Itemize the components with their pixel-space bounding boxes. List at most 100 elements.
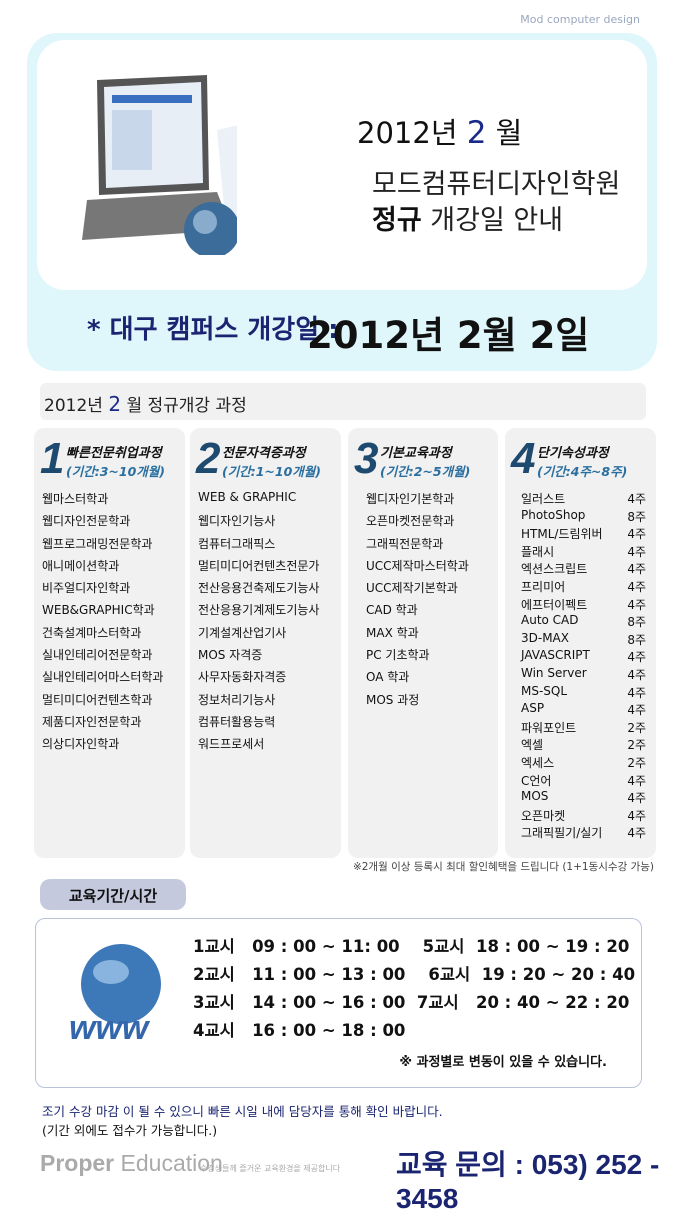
period-row: 3교시 14 : 00 ~ 16 : 00 7교시 20 : 40 ~ 22 :…: [193, 993, 630, 1012]
column-number: 1: [40, 434, 65, 483]
course-item: 비주얼디자인학과: [42, 581, 131, 596]
schedule-label: 교육기간/시간: [40, 879, 186, 910]
course-duration: 4주: [627, 808, 646, 823]
course-item: 엑션스크립트 4주: [521, 560, 646, 578]
column-period: (기간:2~5개월): [380, 464, 471, 479]
course-name: C언어: [521, 773, 552, 788]
column-number: 2: [196, 434, 221, 483]
hero-title: 정규 개강일 안내: [372, 205, 564, 236]
brand-tagline: Mod computer design: [520, 13, 640, 26]
course-name: JAVASCRIPT: [521, 648, 590, 663]
course-item: 전산응용기계제도기능사: [198, 603, 320, 618]
course-list: 웹디자인기본학과 오픈마켓전문학과 그래픽전문학과 UCC제작마스터학과 UCC제작기본…: [366, 490, 469, 713]
course-item: 컴퓨터활용능력: [198, 714, 276, 729]
course-item: 파워포인트 2주: [521, 719, 646, 737]
course-item: 일러스트 4주: [521, 490, 646, 508]
contact-phone: 교육 문의 : 053) 252 - 3458: [396, 1149, 660, 1214]
course-duration: 2주: [627, 755, 646, 770]
course-item: UCC제작마스터학과: [366, 558, 469, 573]
course-item: 전산응용건축제도기능사: [198, 581, 320, 596]
course-duration: 8주: [627, 509, 646, 524]
course-duration: 2주: [627, 738, 646, 753]
course-duration: 4주: [627, 791, 646, 806]
course-name: ASP: [521, 701, 545, 716]
course-item: 컴퓨터그래픽스: [198, 536, 276, 551]
course-name: 엑션스크립트: [521, 562, 588, 577]
course-item: MOS 자격증: [198, 648, 263, 663]
course-item: 워드프로세서: [198, 737, 265, 752]
course-duration: 4주: [627, 527, 646, 542]
course-duration: 4주: [627, 826, 646, 841]
course-duration: 4주: [627, 492, 646, 506]
course-list: WEB & GRAPHIC 웹디자인기능사 컴퓨터그래픽스 멀티미디어컨텐츠전문가 전산…: [198, 490, 319, 758]
school-name: 모드컴퓨터디자인학원: [372, 169, 621, 200]
footer-notice-2: (기간 외에도 접수가 가능합니다.): [42, 1123, 218, 1138]
column-title: 전문자격증과정: [222, 446, 306, 461]
column-number: 3: [354, 434, 379, 483]
discount-note: ※2개월 이상 등록시 최대 할인혜택을 드립니다 (1+1동시수강 가능): [352, 861, 654, 873]
course-name: 그래픽필기/실기: [521, 826, 603, 841]
course-item: 플래시 4주: [521, 543, 646, 561]
course-item: 애니메이션학과: [42, 558, 120, 573]
schedule-note: ※ 과정별로 변동이 있을 수 있습니다.: [399, 1055, 607, 1070]
course-item: 3D-MAX 8주: [521, 631, 646, 649]
laptop-globe-icon: [82, 75, 237, 255]
course-item: 기계설계산업기사: [198, 625, 287, 640]
course-name: 파워포인트: [521, 720, 577, 735]
column-title: 빠른전문취업과정: [66, 446, 162, 461]
course-item: MS-SQL 4주: [521, 684, 646, 702]
course-name: Win Server: [521, 665, 587, 680]
course-name: MOS: [521, 789, 549, 804]
course-item: 엑세스 2주: [521, 754, 646, 772]
course-name: 엑셀: [521, 738, 544, 753]
course-column-1: 1 빠른전문취업과정 (기간:3~10개월) 웹마스터학과 웹디자인전문학과 웹프로…: [34, 428, 185, 858]
course-item: 엑셀 2주: [521, 736, 646, 754]
course-item: WEB & GRAPHIC: [198, 490, 297, 504]
course-item: 웹디자인기능사: [198, 514, 276, 529]
course-item: MAX 학과: [366, 625, 419, 640]
course-item: PC 기초학과: [366, 648, 430, 663]
column-title: 단기속성과정: [537, 446, 609, 461]
course-name: PhotoShop: [521, 507, 586, 522]
column-period: (기간:4주~8주): [537, 464, 628, 479]
course-duration: 4주: [627, 703, 646, 718]
course-item: JAVASCRIPT 4주: [521, 648, 646, 666]
course-name: MS-SQL: [521, 683, 568, 698]
course-item: 실내인테리어전문학과: [42, 648, 153, 663]
course-item: CAD 학과: [366, 603, 418, 618]
course-item: 오픈마켓 4주: [521, 807, 646, 825]
course-name: 엑세스: [521, 755, 555, 770]
course-item: Auto CAD 8주: [521, 613, 646, 631]
column-title: 기본교육과정: [380, 446, 452, 461]
course-item: WEB&GRAPHIC학과: [42, 603, 155, 618]
footer-notice: 조기 수강 마감 이 될 수 있으니 빠른 시일 내에 담당자를 통해 확인 바…: [42, 1104, 443, 1119]
course-name: 오픈마켓: [521, 808, 566, 823]
course-item: UCC제작기본학과: [366, 581, 458, 596]
course-item: Win Server 4주: [521, 666, 646, 684]
course-item: 의상디자인학과: [42, 737, 120, 752]
hero-year-month: 2012년 2 월: [357, 115, 523, 151]
proper-education-logo: Proper Education: [40, 1150, 223, 1176]
course-item: 제품디자인전문학과: [42, 714, 142, 729]
course-duration: 4주: [627, 562, 646, 577]
column-period: (기간:3~10개월): [66, 464, 165, 479]
period-row: 4교시 16 : 00 ~ 18 : 00: [193, 1021, 406, 1040]
course-name: 3D-MAX: [521, 630, 569, 645]
course-item: 웹프로그래밍전문학과: [42, 536, 153, 551]
course-duration: 4주: [627, 773, 646, 788]
logo-subtitle: 수강생들께 즐거운 교육환경을 제공합니다: [200, 1164, 341, 1173]
course-item: 웹디자인기본학과: [366, 492, 455, 506]
course-item: 오픈마켓전문학과: [366, 514, 455, 529]
course-duration: 4주: [627, 667, 646, 682]
course-item: 그래픽필기/실기 4주: [521, 824, 646, 842]
course-column-2: 2 전문자격증과정 (기간:1~10개월) WEB & GRAPHIC 웹디자인기…: [190, 428, 341, 858]
course-item: ASP 4주: [521, 701, 646, 719]
course-item: C언어 4주: [521, 772, 646, 790]
course-name: Auto CAD: [521, 613, 579, 628]
course-item: MOS 과정: [366, 692, 420, 707]
course-duration: 8주: [627, 632, 646, 647]
period-row: 2교시 11 : 00 ~ 13 : 00 6교시 19 : 20 ~ 20 :…: [193, 965, 636, 984]
course-item: 건축설계마스터학과: [42, 625, 142, 640]
course-name: 일러스트: [521, 492, 566, 506]
svg-text:www: www: [69, 1009, 151, 1047]
